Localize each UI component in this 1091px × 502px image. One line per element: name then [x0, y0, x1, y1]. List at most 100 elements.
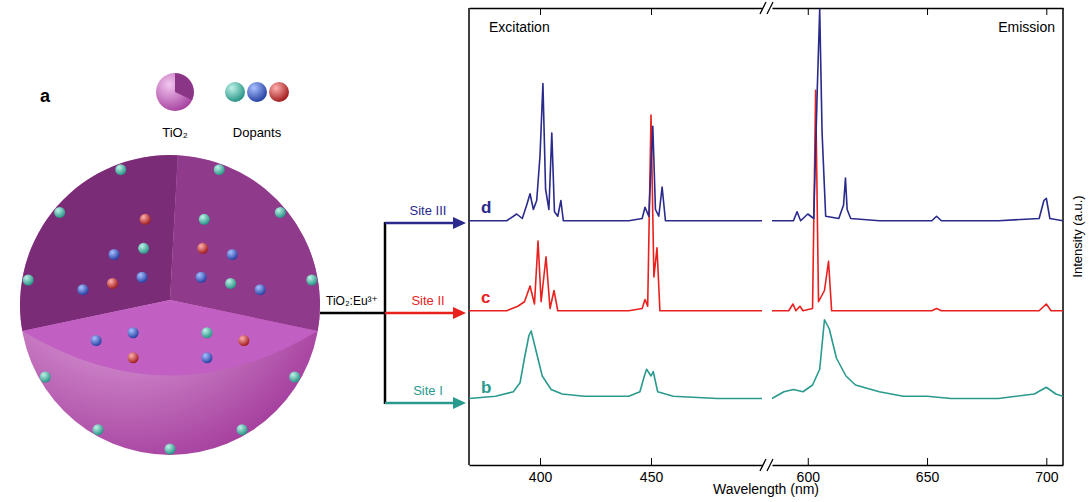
- x-axis-title: Wavelength (nm): [713, 481, 819, 497]
- dopant-icon: [225, 82, 245, 102]
- figure-svg: a TiO₂ Dopants TiO₂:Eu³⁺ Site I Site II Site I…: [0, 0, 1091, 502]
- axis-break: [767, 2, 773, 14]
- spectrum-line: [772, 9, 1063, 221]
- sphere: [20, 155, 320, 455]
- series-clip: [469, 331, 762, 399]
- x-tick-mark-top: [540, 8, 541, 15]
- x-axis-line: [773, 465, 1064, 467]
- x-tick-mark: [540, 458, 541, 465]
- dopant-rim: [214, 164, 225, 175]
- x-tick-mark-top: [1046, 8, 1047, 15]
- site-label: Site III: [410, 203, 447, 218]
- x-tick: 400: [529, 458, 553, 485]
- x-axis-top: [470, 8, 763, 15]
- dopant-rim: [306, 274, 317, 285]
- axis-break: [760, 459, 766, 471]
- site-label: Site I: [413, 383, 443, 398]
- x-tick-mark-top: [808, 8, 809, 15]
- series-clip: [469, 84, 762, 221]
- x-tick-label: 650: [916, 469, 940, 485]
- x-axis-line: [470, 465, 763, 467]
- x-tick-mark: [927, 458, 928, 465]
- dopant: [201, 352, 212, 363]
- dopant-rim: [40, 372, 51, 383]
- dopant: [238, 335, 249, 346]
- x-tick-mark: [1046, 458, 1047, 465]
- dopant-rim: [23, 274, 34, 285]
- x-tick-mark: [808, 458, 809, 465]
- spectrum-line: [469, 115, 762, 311]
- x-tick: 450: [640, 458, 664, 485]
- panel-letter: b: [481, 378, 491, 397]
- site-arrow: [385, 312, 456, 315]
- x-tick-top: [540, 8, 541, 15]
- x-axis-top: [773, 8, 1064, 15]
- dopant: [140, 214, 151, 225]
- dopant-rim: [275, 207, 286, 218]
- panel-letter: d: [481, 198, 491, 217]
- site-arrow: [385, 402, 456, 405]
- dopant-rim: [237, 424, 248, 435]
- panel-letter: c: [481, 288, 490, 307]
- site-arrowhead: [453, 217, 466, 229]
- dopant: [196, 272, 207, 283]
- x-tick-label: 450: [640, 469, 664, 485]
- x-tick-top: [1046, 8, 1047, 15]
- dopant-icon: [269, 82, 289, 102]
- x-tick-mark-top: [927, 8, 928, 15]
- chart: 400450Excitation600650700EmissionbcdWave…: [469, 2, 1085, 497]
- host-sphere-icon: [156, 73, 194, 111]
- dopant: [137, 272, 148, 283]
- x-tick-label: 700: [1035, 469, 1059, 485]
- cut-floor: [22, 300, 317, 376]
- x-tick-top: [927, 8, 928, 15]
- material-label: TiO₂:Eu³⁺: [326, 294, 378, 308]
- frame-top: [773, 8, 1064, 10]
- dopant-rim: [165, 444, 176, 455]
- site-arrowhead: [453, 397, 466, 409]
- dopant: [227, 249, 238, 260]
- dopant: [109, 249, 120, 260]
- frame-left: [468, 8, 470, 465]
- frame-top: [470, 8, 763, 10]
- dopant: [197, 243, 208, 254]
- spectrum-line: [772, 320, 1063, 399]
- x-tick-top: [651, 8, 652, 15]
- dopant-rim: [289, 372, 300, 383]
- site-arrow: [385, 222, 456, 225]
- connector: [320, 312, 385, 315]
- dopant-rim: [115, 164, 126, 175]
- x-tick: 700: [1035, 458, 1059, 485]
- dopant: [138, 243, 149, 254]
- dopant: [128, 352, 139, 363]
- panel-letter: a: [40, 86, 51, 106]
- site-arrowhead: [453, 307, 466, 319]
- x-tick: 650: [916, 458, 940, 485]
- dopant: [91, 335, 102, 346]
- dopant: [201, 327, 212, 338]
- x-tick-label: 400: [529, 469, 553, 485]
- dopant: [107, 278, 118, 289]
- series-clip: [772, 320, 1063, 399]
- dopant-icon: [247, 82, 267, 102]
- host-sphere-cut: [175, 73, 194, 100]
- dopant: [225, 278, 236, 289]
- y-axis-title: Intensity (a.u.): [1070, 195, 1085, 277]
- site-label: Site II: [411, 293, 444, 308]
- spectrum-line: [469, 84, 762, 221]
- x-tick-mark: [651, 458, 652, 465]
- dopant-rim: [93, 424, 104, 435]
- x-tick-mark-top: [651, 8, 652, 15]
- figure: a TiO₂ Dopants TiO₂:Eu³⁺ Site I Site II Site I…: [0, 0, 1091, 502]
- dopant: [128, 327, 139, 338]
- segment-title: Excitation: [489, 19, 550, 35]
- host-label: TiO₂: [162, 125, 188, 140]
- dopants-label: Dopants: [233, 125, 282, 140]
- cut-wall-right: [170, 155, 320, 331]
- diagram: a TiO₂ Dopants TiO₂:Eu³⁺ Site I Site II Site I…: [20, 73, 466, 455]
- x-tick-top: [808, 8, 809, 15]
- axis-break: [767, 459, 773, 471]
- series-clip: [469, 115, 762, 311]
- spectrum-line: [469, 331, 762, 399]
- dopant: [255, 284, 266, 295]
